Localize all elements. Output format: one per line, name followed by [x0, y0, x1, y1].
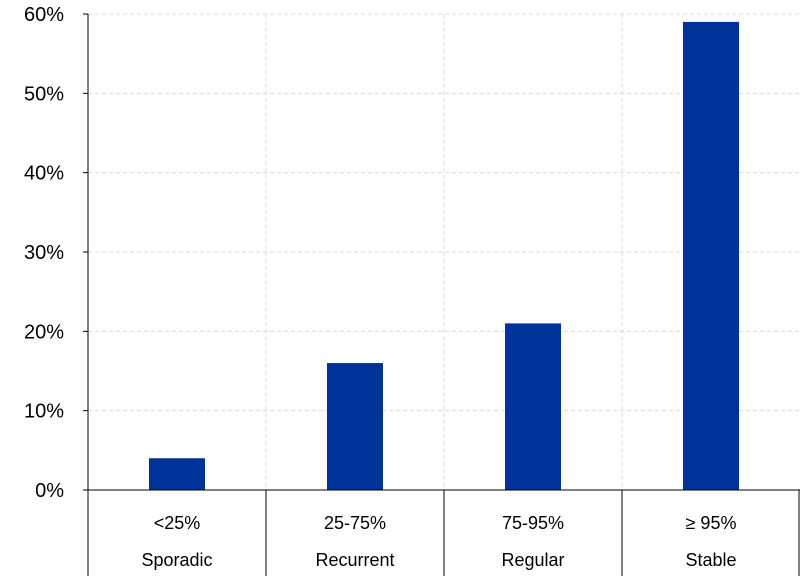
y-tick-label: 40%: [24, 163, 64, 185]
bars: [149, 21, 739, 491]
y-tick-label: 20%: [24, 321, 64, 343]
x-tick-label-name: Sporadic: [141, 550, 212, 570]
x-tick-labels: <25% Sporadic 25-75% Recurrent 75-95% Regular…: [141, 513, 736, 570]
axes: [83, 13, 800, 576]
x-tick-label-name: Recurrent: [315, 550, 394, 570]
grid: [88, 13, 800, 490]
x-tick-label-name: Regular: [501, 550, 564, 570]
x-tick-label-range: <25%: [154, 513, 201, 533]
y-tick-labels: 0% 10% 20% 30% 40% 50% 60%: [24, 4, 64, 502]
x-tick-label-name: Stable: [685, 550, 736, 570]
y-tick-label: 60%: [24, 4, 64, 26]
x-tick-label-range: ≥ 95%: [686, 513, 737, 533]
y-tick-label: 0%: [35, 480, 64, 502]
y-tick-label: 10%: [24, 401, 64, 423]
bar: [683, 21, 739, 491]
y-tick-label: 30%: [24, 242, 64, 264]
bar: [505, 323, 561, 490]
bar: [327, 363, 383, 490]
x-tick-label-range: 25-75%: [324, 513, 386, 533]
y-tick-label: 50%: [24, 83, 64, 105]
x-tick-label-range: 75-95%: [502, 513, 564, 533]
bar: [149, 458, 205, 490]
